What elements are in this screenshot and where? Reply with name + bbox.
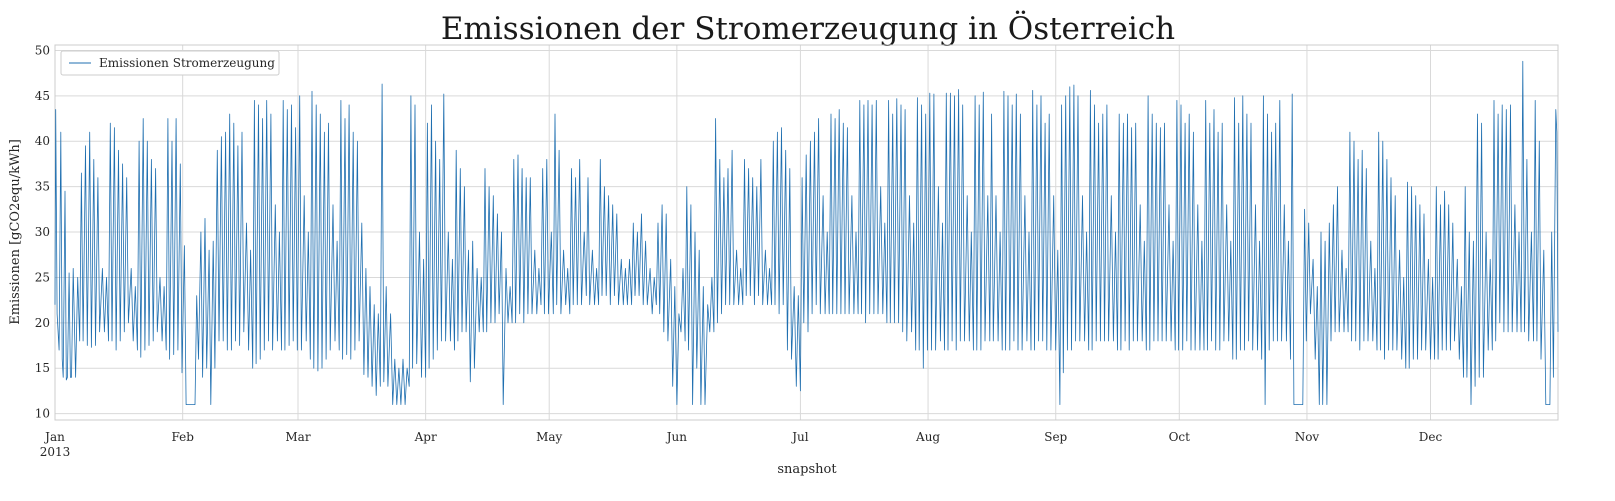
- x-tick-label: May: [536, 430, 562, 444]
- x-tick-label: Dec: [1419, 430, 1443, 444]
- x-tick-label: Aug: [915, 430, 940, 444]
- x-tick-label: Jun: [665, 430, 688, 444]
- x-tick-label: Jan: [43, 430, 65, 444]
- y-tick-label: 45: [35, 89, 50, 103]
- legend-label: Emissionen Stromerzeugung: [99, 56, 275, 70]
- x-tick-label: Mar: [285, 430, 310, 444]
- y-tick-label: 40: [35, 134, 50, 148]
- y-tick-label: 35: [35, 180, 50, 194]
- y-tick-label: 25: [35, 270, 50, 284]
- x-tick-label: Jul: [790, 430, 809, 444]
- plot-area: [54, 44, 1559, 421]
- x-axis-label: snapshot: [777, 462, 837, 477]
- y-tick-label: 50: [35, 43, 50, 57]
- x-tick-label: Apr: [414, 430, 437, 444]
- x-tick-sublabel: 2013: [40, 445, 71, 459]
- y-tick-label: 30: [35, 225, 50, 239]
- y-tick-label: 15: [35, 361, 50, 375]
- x-tick-label: Nov: [1295, 430, 1320, 444]
- legend-box: [60, 50, 280, 76]
- x-tick-label: Feb: [171, 430, 194, 444]
- x-tick-label: Oct: [1169, 430, 1191, 444]
- y-axis: 10 15 20 25 30 35 40 45 50: [35, 43, 50, 420]
- legend: Emissionen Stromerzeugung: [60, 50, 280, 76]
- series-line: [54, 60, 1559, 405]
- y-tick-label: 20: [35, 316, 50, 330]
- chart-title: Emissionen der Stromerzeugung in Österre…: [441, 9, 1175, 47]
- y-axis-label: Emissionen [gCO2equ/kWh]: [8, 139, 23, 325]
- x-tick-label: Sep: [1044, 430, 1067, 444]
- y-tick-label: 10: [35, 407, 50, 421]
